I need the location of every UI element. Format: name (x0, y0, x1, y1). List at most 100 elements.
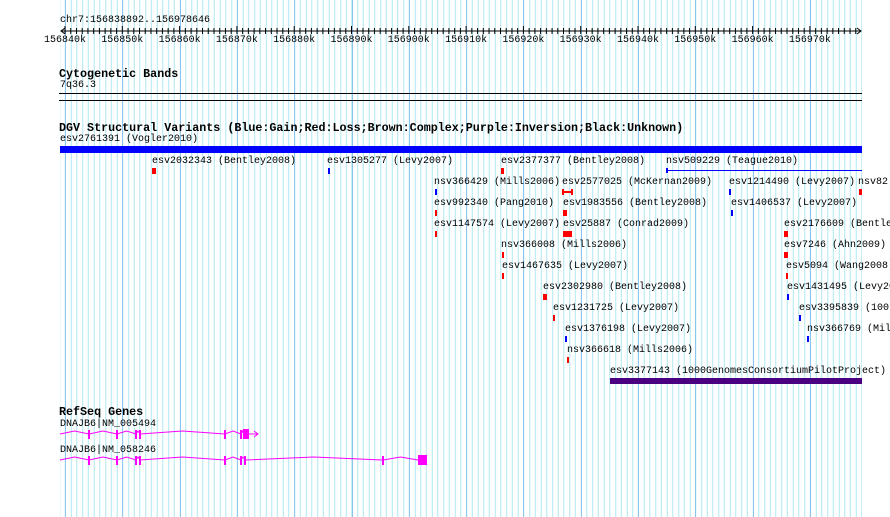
exon (116, 456, 118, 465)
variant-label[interactable]: esv1406537 (Levy2007) (731, 198, 858, 209)
ruler-tick-label: 156950k (674, 35, 717, 46)
variant-label[interactable]: nsv366618 (Mills2006) (567, 345, 694, 356)
major-gridline (351, 0, 353, 517)
exon (139, 456, 141, 465)
exon (240, 456, 242, 465)
variant-bar[interactable] (435, 231, 437, 237)
variant-label[interactable]: esv25887 (Conrad2009) (563, 219, 690, 230)
variant-bar[interactable] (729, 189, 731, 195)
major-gridline (122, 0, 124, 517)
variant-label[interactable]: esv1214490 (Levy2007) (729, 177, 856, 188)
gene-label[interactable]: DNAJB6|NM_058246 (60, 445, 157, 456)
variant-label[interactable]: esv1147574 (Levy2007) (434, 219, 561, 230)
major-gridline (809, 0, 811, 517)
variant-bar[interactable] (563, 210, 567, 216)
ruler-tick-label: 156850k (101, 35, 144, 46)
ruler-tick-label: 156930k (559, 35, 602, 46)
variant-bar[interactable] (799, 315, 801, 321)
variant-bar[interactable] (501, 168, 504, 174)
variant-label[interactable]: esv992340 (Pang2010) (434, 198, 555, 209)
ruler-tick-label: 156970k (788, 35, 831, 46)
variant-bar[interactable] (731, 210, 733, 216)
cytoband-line-bottom (59, 100, 862, 101)
variant-bar[interactable] (562, 189, 573, 195)
exon (116, 430, 118, 439)
variant-label[interactable]: esv2032343 (Bentley2008) (152, 156, 297, 167)
exon (135, 456, 137, 465)
exon (224, 430, 226, 439)
major-gridline (752, 0, 754, 517)
variant-bar[interactable] (152, 168, 156, 174)
major-gridline (179, 0, 181, 517)
variant-label[interactable]: esv5094 (Wang2008) (786, 261, 890, 272)
ruler-tick-label: 156900k (387, 35, 430, 46)
variant-label[interactable]: esv1231725 (Levy2007) (553, 303, 680, 314)
variant-label[interactable]: nsv82 (858, 177, 889, 188)
ruler-tick-label: 156890k (330, 35, 373, 46)
major-gridline (638, 0, 639, 517)
variant-bar[interactable] (807, 336, 809, 342)
ruler-tick-label: 156920k (502, 35, 545, 46)
variant-bar[interactable] (567, 357, 569, 363)
variant-label[interactable]: nsv366769 (Mil (807, 324, 890, 335)
ruler-tick-label: 156870k (215, 35, 258, 46)
variant-bar[interactable] (859, 189, 862, 195)
variant-bar[interactable] (784, 231, 788, 237)
variant-label[interactable]: esv2577025 (McKernan2009) (562, 177, 713, 188)
variant-bar[interactable] (543, 294, 547, 300)
variant-label[interactable]: esv2176609 (Bentle (784, 219, 890, 230)
dgv-track-title[interactable]: DGV Structural Variants (Blue:Gain;Red:L… (59, 121, 684, 135)
major-gridline (294, 0, 296, 517)
variant-label[interactable]: esv2761391 (Vogler2010) (60, 134, 199, 145)
variant-label[interactable]: esv1305277 (Levy2007) (327, 156, 454, 167)
cytoband-label: 7q36.3 (60, 80, 97, 91)
variant-bar[interactable] (610, 378, 862, 384)
variant-bar[interactable] (60, 146, 862, 153)
variant-label[interactable]: esv1467635 (Levy2007) (502, 261, 629, 272)
ruler-tick-label: 156960k (731, 35, 774, 46)
major-gridline (580, 0, 582, 517)
exon (240, 430, 242, 439)
variant-label[interactable]: esv2302980 (Bentley2008) (543, 282, 688, 293)
ruler-tick-label: 156880k (273, 35, 316, 46)
variant-bar[interactable] (435, 210, 437, 216)
exon (88, 456, 90, 465)
variant-bar[interactable] (553, 315, 555, 321)
exon (88, 430, 90, 439)
variant-bar[interactable] (666, 168, 862, 173)
variant-bar[interactable] (502, 273, 504, 279)
variant-label[interactable]: esv1431495 (Levy20 (787, 282, 890, 293)
variant-bar[interactable] (435, 189, 437, 195)
variant-bar[interactable] (786, 273, 788, 279)
intron-line (59, 456, 419, 461)
variant-label[interactable]: esv2377377 (Bentley2008) (501, 156, 646, 167)
variant-label[interactable]: esv1983556 (Bentley2008) (563, 198, 708, 209)
variant-label[interactable]: esv3377143 (1000GenomesConsortiumPilotPr… (610, 366, 887, 377)
gene-label[interactable]: DNAJB6|NM_005494 (60, 419, 157, 430)
variant-bar[interactable] (328, 168, 330, 174)
refseq-track-title[interactable]: RefSeq Genes (59, 405, 144, 419)
variant-label[interactable]: nsv509229 (Teague2010) (666, 156, 799, 167)
variant-bar[interactable] (502, 252, 504, 258)
variant-bar[interactable] (784, 252, 788, 258)
variant-bar[interactable] (787, 294, 789, 300)
variant-bar[interactable] (565, 336, 567, 342)
cytoband-track-title[interactable]: Cytogenetic Bands (59, 67, 179, 81)
ruler-axis[interactable] (0, 0, 890, 50)
variant-label[interactable]: nsv366429 (Mills2006) (434, 177, 561, 188)
major-gridline (408, 0, 410, 517)
major-gridline (523, 0, 525, 517)
grid-background (60, 0, 862, 517)
exon (139, 430, 141, 439)
variant-label[interactable]: esv1376198 (Levy2007) (565, 324, 692, 335)
exon (244, 456, 246, 465)
exon-utr (418, 455, 427, 465)
ruler-tick-label: 156910k (445, 35, 488, 46)
variant-label[interactable]: esv7246 (Ahn2009) (784, 240, 887, 251)
variant-label[interactable]: nsv366008 (Mills2006) (501, 240, 628, 251)
variant-bar[interactable] (563, 231, 572, 237)
ruler-tick-label: 156860k (158, 35, 201, 46)
variant-label[interactable]: esv3395839 (100 (799, 303, 890, 314)
exon (224, 456, 226, 465)
